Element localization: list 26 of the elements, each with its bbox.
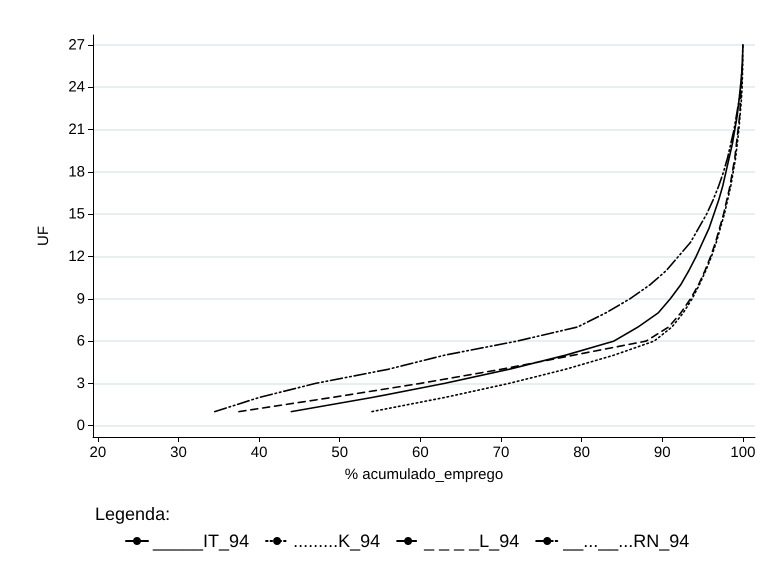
legend-label: _____IT_94 (152, 531, 250, 551)
x-tick-label: 100 (730, 444, 756, 461)
y-tick-label: 27 (68, 36, 85, 54)
legend-title: Legenda: (95, 504, 170, 524)
x-tick-label: 30 (170, 444, 187, 461)
y-tick-label: 6 (76, 332, 85, 350)
x-tick-label: 70 (492, 444, 510, 461)
x-tick-label: 20 (89, 444, 106, 461)
y-tick-label: 18 (68, 163, 85, 180)
x-tick-label: 60 (412, 444, 429, 461)
legend-label: _ _ _ _L_94 (423, 531, 520, 551)
x-axis-title: % acumulado_emprego (344, 466, 504, 483)
legend-label: .........K_94 (293, 531, 380, 551)
y-tick-label: 15 (68, 206, 85, 223)
x-tick-label: 50 (331, 444, 348, 461)
y-tick-label: 0 (76, 417, 85, 434)
x-tick-label: 90 (654, 444, 671, 461)
x-tick-label: 40 (250, 444, 268, 461)
y-tick-label: 24 (68, 78, 85, 96)
y-axis-title: UF (35, 226, 52, 246)
y-tick-label: 3 (76, 374, 85, 392)
legend-label: __...__...RN_94 (562, 531, 690, 551)
y-tick-label: 12 (68, 248, 85, 265)
x-tick-label: 80 (573, 444, 590, 461)
y-tick-label: 21 (68, 121, 85, 138)
y-tick-label: 9 (76, 290, 85, 308)
